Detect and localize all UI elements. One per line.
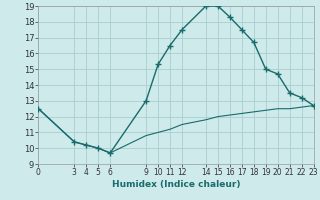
X-axis label: Humidex (Indice chaleur): Humidex (Indice chaleur) <box>112 180 240 189</box>
